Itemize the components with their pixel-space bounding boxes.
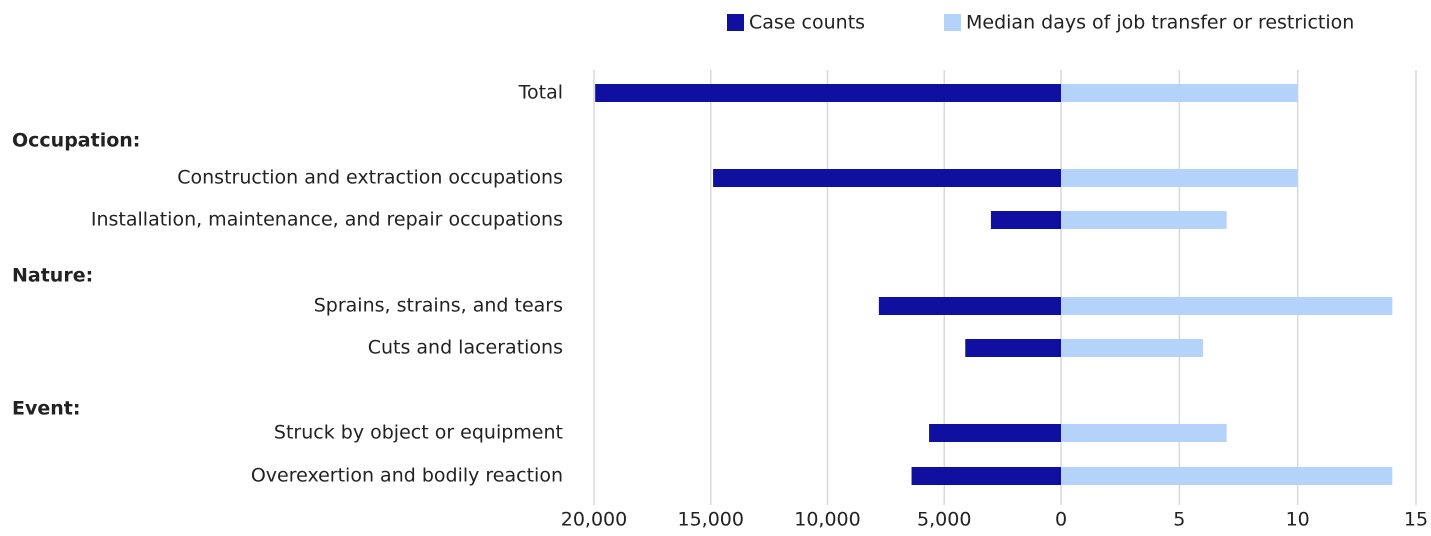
- bar: [1061, 467, 1393, 485]
- x-tick-label: 5: [1173, 509, 1185, 531]
- x-tick-label: 15: [1404, 509, 1428, 531]
- bar: [1061, 339, 1203, 357]
- group-header: Nature:: [12, 265, 93, 287]
- bar: [1061, 169, 1298, 187]
- legend-label: Case counts: [749, 12, 865, 34]
- category-label: Cuts and lacerations: [368, 337, 563, 359]
- bar: [713, 169, 1061, 187]
- x-tick-label: 10: [1286, 509, 1310, 531]
- bar: [965, 339, 1061, 357]
- bar: [595, 84, 1061, 102]
- legend-swatch: [944, 14, 961, 31]
- category-label: Installation, maintenance, and repair oc…: [91, 209, 563, 231]
- bar: [1061, 297, 1393, 315]
- x-tick-label: 5,000: [917, 509, 971, 531]
- bar: [878, 297, 1061, 315]
- bar: [1061, 84, 1298, 102]
- group-header: Occupation:: [12, 130, 140, 152]
- category-label: Sprains, strains, and tears: [314, 295, 563, 317]
- legend-swatch: [727, 14, 744, 31]
- bar: [1061, 424, 1227, 442]
- x-tick-label: 0: [1055, 509, 1067, 531]
- bar: [911, 467, 1061, 485]
- category-label: Overexertion and bodily reaction: [251, 465, 563, 487]
- x-tick-label: 10,000: [794, 509, 860, 531]
- legend-label: Median days of job transfer or restricti…: [966, 12, 1354, 34]
- category-label: Total: [518, 82, 563, 104]
- bar: [929, 424, 1061, 442]
- x-tick-label: 15,000: [678, 509, 744, 531]
- bar: [990, 211, 1061, 229]
- group-header: Event:: [12, 398, 80, 420]
- category-label: Struck by object or equipment: [274, 422, 563, 444]
- x-tick-label: 20,000: [561, 509, 627, 531]
- bar: [1061, 211, 1227, 229]
- category-label: Construction and extraction occupations: [177, 167, 563, 189]
